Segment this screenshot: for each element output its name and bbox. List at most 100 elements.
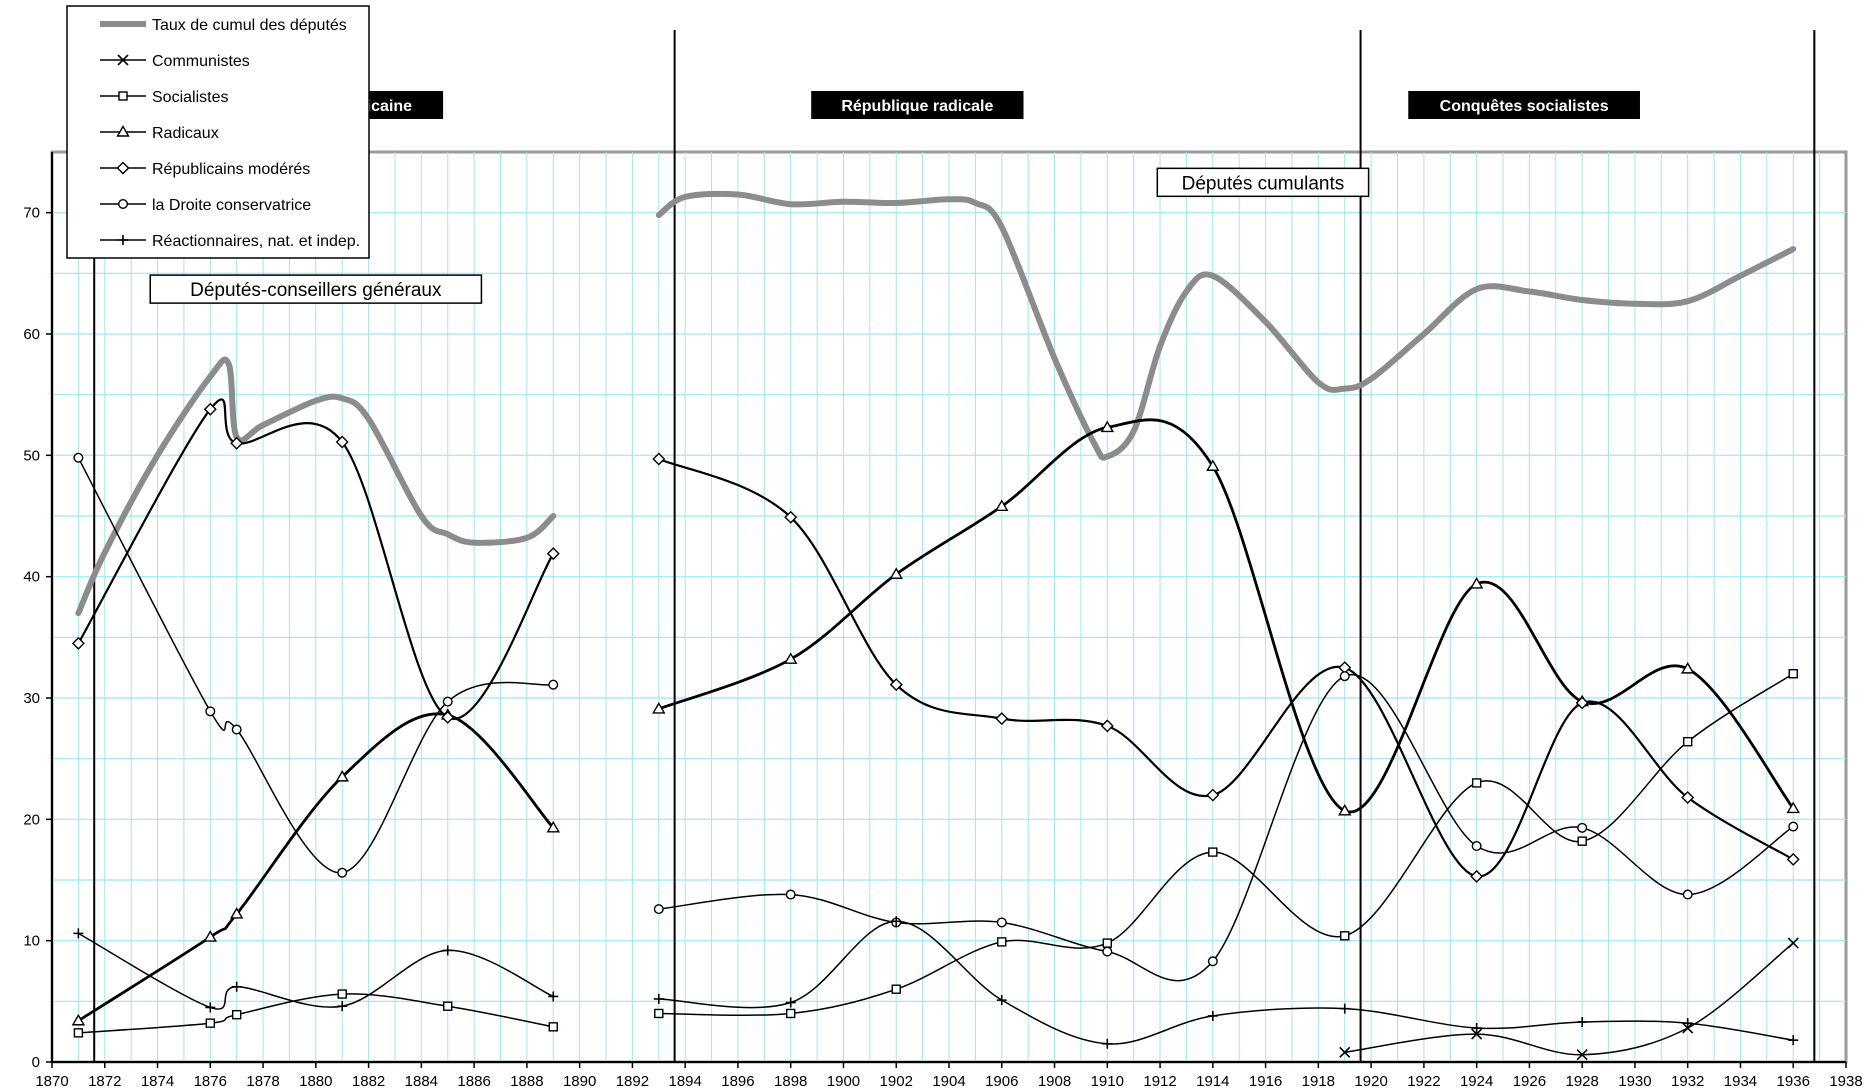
series-line [658, 673, 1794, 1017]
x-tick-label: 1928 [1565, 1073, 1598, 1088]
data-point [1682, 889, 1693, 900]
x-tick-label: 1870 [35, 1073, 68, 1088]
data-point [442, 696, 453, 707]
data-point [205, 1002, 216, 1013]
legend-marker [117, 54, 129, 66]
data-point [1339, 671, 1350, 682]
data-point [1100, 420, 1115, 433]
data-point [1206, 459, 1220, 471]
data-point [1682, 1018, 1693, 1029]
annotation-box [1156, 167, 1370, 198]
data-point [997, 937, 1007, 947]
data-point [1100, 719, 1114, 733]
x-tick-label: 1918 [1302, 1073, 1335, 1088]
data-point [1786, 801, 1800, 814]
x-axis-ticks: 1870 1872 1874 1876 1878 1880 1882 1884 1886 1888… [35, 1062, 1863, 1088]
x-tick-label: 1904 [932, 1073, 965, 1088]
data-point [1208, 847, 1218, 857]
data-point [1680, 661, 1695, 674]
legend-marker [118, 235, 128, 245]
legend: Taux de cumul des députés Communistes Soci… [66, 5, 370, 259]
x-tick-label: 1878 [246, 1073, 279, 1088]
data-point [654, 1008, 664, 1019]
data-point [203, 930, 218, 942]
series-line [658, 920, 1794, 1045]
data-point [1577, 1016, 1588, 1027]
data-point [1788, 669, 1798, 679]
x-tick-label: 1900 [827, 1073, 860, 1088]
data-point [1786, 852, 1800, 866]
data-point [231, 724, 242, 735]
data-point [71, 636, 85, 650]
x-tick-label: 1932 [1671, 1073, 1704, 1088]
series-line [658, 673, 1794, 982]
data-point [337, 989, 347, 999]
data-point [891, 984, 901, 994]
data-point [653, 904, 664, 915]
legend-item: la Droite conservatrice [100, 197, 311, 214]
legend-marker [116, 161, 130, 175]
data-point [995, 712, 1009, 726]
x-tick-label: 1894 [668, 1073, 701, 1088]
legend-item: Réactionnaires, nat. et indep. [100, 233, 360, 250]
series-plus [73, 916, 1799, 1049]
data-point [1576, 1049, 1588, 1061]
data-point [1788, 821, 1799, 832]
x-tick-label: 1910 [1091, 1073, 1124, 1088]
legend-label: Communistes [152, 53, 250, 70]
annotations: Députés-conseillers généraux Députés cumu… [149, 167, 1370, 304]
x-tick-label: 1922 [1407, 1073, 1440, 1088]
data-point [548, 1022, 558, 1032]
data-point [548, 991, 559, 1002]
legend-item: Taux de cumul des députés [100, 17, 347, 34]
series-line [658, 457, 1794, 878]
x-tick-label: 1890 [563, 1073, 596, 1088]
legend-label: Radicaux [152, 125, 219, 142]
legend-label: Républicains modérés [152, 161, 310, 178]
x-tick-label: 1938 [1829, 1073, 1862, 1088]
data-point [889, 567, 903, 579]
data-point [783, 652, 798, 664]
y-tick-label: 0 [32, 1054, 40, 1071]
data-point [1469, 577, 1484, 589]
data-point [443, 1001, 453, 1011]
data-point [995, 499, 1009, 511]
data-point [1207, 956, 1218, 967]
data-point [442, 945, 453, 956]
series-line-total [655, 190, 1797, 461]
x-tick-label: 1880 [299, 1073, 332, 1088]
x-tick-label: 1898 [774, 1073, 807, 1088]
x-tick-label: 1924 [1460, 1073, 1493, 1088]
annotation-text: Députés cumulants [1182, 173, 1345, 194]
x-tick-label: 1920 [1354, 1073, 1387, 1088]
legend-marker [118, 91, 128, 101]
data-point [1206, 788, 1220, 802]
x-tick-label: 1908 [1038, 1073, 1071, 1088]
data-point [205, 706, 216, 717]
era-label: Conquêtes socialistes [1408, 91, 1640, 119]
x-tick-label: 1886 [457, 1073, 490, 1088]
x-tick-label: 1930 [1618, 1073, 1651, 1088]
data-point [1102, 938, 1112, 948]
x-tick-label: 1906 [985, 1073, 1018, 1088]
annotation: Députés cumulants [1156, 167, 1370, 198]
data-point [337, 867, 348, 878]
data-point [205, 1018, 215, 1028]
series-line [78, 993, 554, 1034]
data-point [1788, 1035, 1799, 1046]
annotation-text: Députés-conseillers généraux [190, 280, 442, 301]
data-point [1471, 1023, 1482, 1034]
x-tick-label: 1874 [141, 1073, 174, 1088]
era-labels: Assise républicaineRépublique radicaleCo… [230, 91, 1640, 119]
data-point [786, 1008, 796, 1019]
data-point [546, 820, 560, 833]
data-point [231, 1009, 242, 1020]
data-point [546, 547, 560, 561]
era-label-text: République radicale [841, 98, 993, 115]
x-tick-label: 1876 [194, 1073, 227, 1088]
data-point [1340, 931, 1350, 941]
data-point [229, 907, 244, 919]
series-line-total [75, 356, 557, 617]
series-diamond [71, 398, 1800, 883]
data-point [1339, 1046, 1351, 1058]
